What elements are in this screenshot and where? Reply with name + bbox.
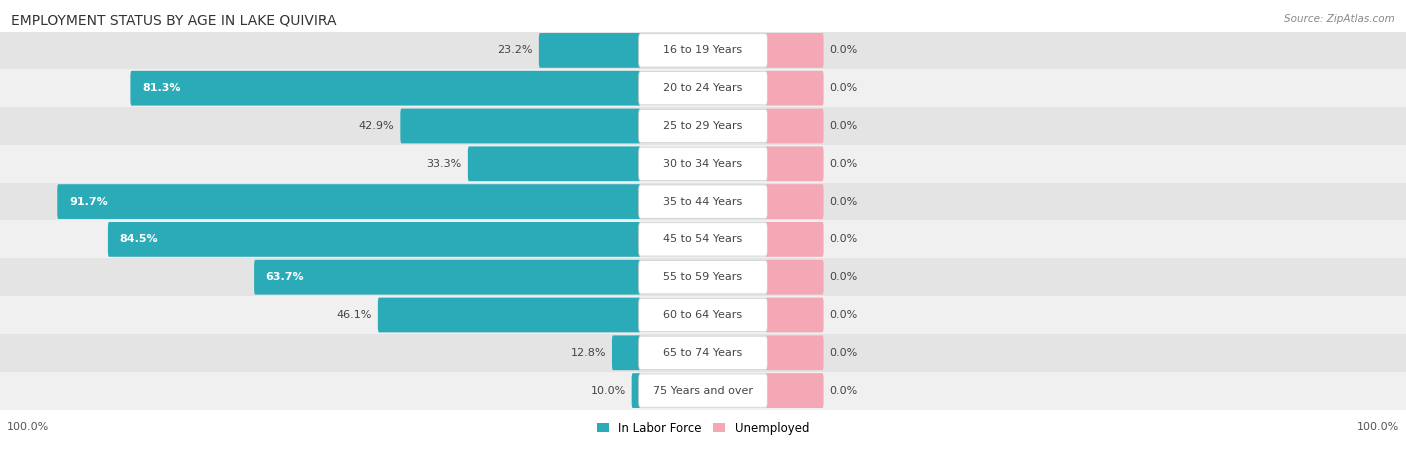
Text: 20 to 24 Years: 20 to 24 Years bbox=[664, 83, 742, 93]
Text: 25 to 29 Years: 25 to 29 Years bbox=[664, 121, 742, 131]
Text: 16 to 19 Years: 16 to 19 Years bbox=[664, 45, 742, 55]
FancyBboxPatch shape bbox=[58, 184, 641, 219]
Bar bbox=[0, 145, 1406, 183]
FancyBboxPatch shape bbox=[638, 261, 768, 294]
FancyBboxPatch shape bbox=[765, 222, 824, 257]
FancyBboxPatch shape bbox=[765, 108, 824, 144]
FancyBboxPatch shape bbox=[765, 335, 824, 370]
FancyBboxPatch shape bbox=[638, 109, 768, 143]
Bar bbox=[0, 107, 1406, 145]
Text: 0.0%: 0.0% bbox=[830, 234, 858, 244]
Text: 0.0%: 0.0% bbox=[830, 121, 858, 131]
FancyBboxPatch shape bbox=[401, 108, 641, 144]
Text: 30 to 34 Years: 30 to 34 Years bbox=[664, 159, 742, 169]
Text: 0.0%: 0.0% bbox=[830, 159, 858, 169]
Text: 0.0%: 0.0% bbox=[830, 197, 858, 207]
Text: 45 to 54 Years: 45 to 54 Years bbox=[664, 234, 742, 244]
Text: 23.2%: 23.2% bbox=[498, 45, 533, 55]
FancyBboxPatch shape bbox=[765, 373, 824, 408]
Text: 100.0%: 100.0% bbox=[1357, 423, 1399, 432]
FancyBboxPatch shape bbox=[765, 297, 824, 333]
FancyBboxPatch shape bbox=[638, 336, 768, 369]
Text: 0.0%: 0.0% bbox=[830, 83, 858, 93]
Text: 0.0%: 0.0% bbox=[830, 272, 858, 282]
FancyBboxPatch shape bbox=[638, 374, 768, 407]
Text: 0.0%: 0.0% bbox=[830, 386, 858, 396]
Text: 35 to 44 Years: 35 to 44 Years bbox=[664, 197, 742, 207]
Bar bbox=[0, 32, 1406, 69]
Text: 55 to 59 Years: 55 to 59 Years bbox=[664, 272, 742, 282]
Bar bbox=[0, 296, 1406, 334]
Bar bbox=[0, 334, 1406, 372]
Text: 91.7%: 91.7% bbox=[69, 197, 108, 207]
Text: 42.9%: 42.9% bbox=[359, 121, 394, 131]
FancyBboxPatch shape bbox=[378, 297, 641, 333]
FancyBboxPatch shape bbox=[638, 72, 768, 105]
Bar bbox=[0, 258, 1406, 296]
Bar bbox=[0, 183, 1406, 220]
Text: 81.3%: 81.3% bbox=[142, 83, 180, 93]
FancyBboxPatch shape bbox=[638, 147, 768, 180]
FancyBboxPatch shape bbox=[631, 373, 641, 408]
Text: 46.1%: 46.1% bbox=[336, 310, 371, 320]
FancyBboxPatch shape bbox=[108, 222, 641, 257]
FancyBboxPatch shape bbox=[765, 260, 824, 295]
Text: 0.0%: 0.0% bbox=[830, 310, 858, 320]
FancyBboxPatch shape bbox=[765, 184, 824, 219]
Text: 10.0%: 10.0% bbox=[591, 386, 626, 396]
Bar bbox=[0, 69, 1406, 107]
FancyBboxPatch shape bbox=[254, 260, 641, 295]
Text: 100.0%: 100.0% bbox=[7, 423, 49, 432]
Text: 0.0%: 0.0% bbox=[830, 348, 858, 358]
FancyBboxPatch shape bbox=[538, 33, 641, 68]
Text: 12.8%: 12.8% bbox=[571, 348, 606, 358]
Text: 65 to 74 Years: 65 to 74 Years bbox=[664, 348, 742, 358]
FancyBboxPatch shape bbox=[765, 146, 824, 181]
FancyBboxPatch shape bbox=[612, 335, 641, 370]
Text: 84.5%: 84.5% bbox=[120, 234, 157, 244]
FancyBboxPatch shape bbox=[765, 71, 824, 106]
Text: 63.7%: 63.7% bbox=[266, 272, 304, 282]
Text: EMPLOYMENT STATUS BY AGE IN LAKE QUIVIRA: EMPLOYMENT STATUS BY AGE IN LAKE QUIVIRA bbox=[11, 14, 337, 27]
FancyBboxPatch shape bbox=[638, 185, 768, 218]
Text: Source: ZipAtlas.com: Source: ZipAtlas.com bbox=[1284, 14, 1395, 23]
Bar bbox=[0, 372, 1406, 410]
Bar bbox=[0, 220, 1406, 258]
Legend: In Labor Force, Unemployed: In Labor Force, Unemployed bbox=[592, 417, 814, 440]
FancyBboxPatch shape bbox=[638, 223, 768, 256]
Text: 0.0%: 0.0% bbox=[830, 45, 858, 55]
FancyBboxPatch shape bbox=[131, 71, 641, 106]
Text: 75 Years and over: 75 Years and over bbox=[652, 386, 754, 396]
FancyBboxPatch shape bbox=[765, 33, 824, 68]
FancyBboxPatch shape bbox=[468, 146, 641, 181]
Text: 60 to 64 Years: 60 to 64 Years bbox=[664, 310, 742, 320]
FancyBboxPatch shape bbox=[638, 34, 768, 67]
FancyBboxPatch shape bbox=[638, 298, 768, 332]
Text: 33.3%: 33.3% bbox=[426, 159, 461, 169]
